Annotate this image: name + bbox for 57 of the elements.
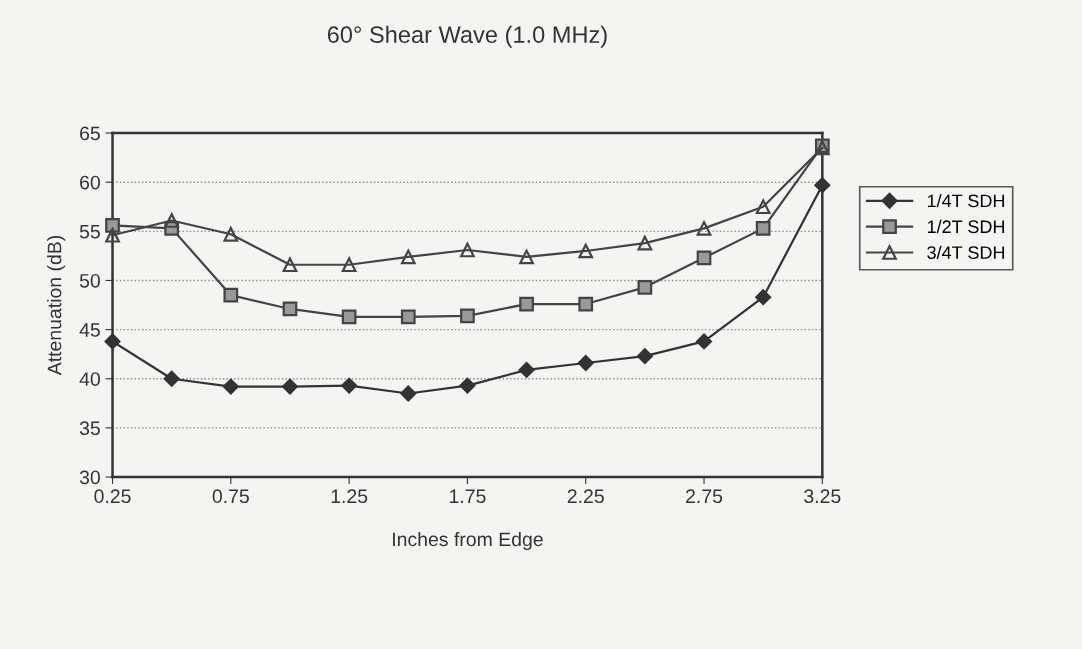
- point: [637, 279, 653, 295]
- legend-label: 1/4T SDH: [927, 194, 1005, 208]
- point: [460, 308, 475, 324]
- point: [223, 287, 239, 303]
- y-axis-title: Attenuation (dB): [47, 235, 66, 376]
- x-tick-label: 2.25: [567, 489, 604, 504]
- point: [459, 377, 476, 394]
- y-tick-label: 50: [79, 273, 100, 288]
- y-tick-label: 30: [79, 470, 100, 485]
- y-tick-label: 40: [79, 372, 100, 386]
- point: [518, 361, 535, 378]
- x-tick-label: 0.25: [94, 489, 131, 504]
- point: [637, 235, 653, 251]
- point: [281, 378, 298, 395]
- point: [755, 289, 772, 306]
- legend-label: 3/4T SDH: [927, 245, 1005, 259]
- y-tick-label: 45: [79, 323, 100, 337]
- point: [814, 177, 831, 194]
- x-tick-label: 2.75: [686, 489, 723, 504]
- point: [460, 242, 475, 258]
- y-tick-label: 60: [80, 175, 100, 190]
- point: [223, 226, 239, 242]
- point: [105, 227, 120, 243]
- point: [696, 333, 713, 350]
- point: [400, 385, 417, 402]
- point: [577, 355, 594, 371]
- point: [755, 221, 771, 236]
- point: [163, 370, 180, 387]
- point: [341, 257, 357, 273]
- x-tick-label: 1.75: [449, 489, 486, 504]
- point: [341, 377, 358, 394]
- chart-title: 60° Shear Wave (1.0 MHz): [327, 25, 607, 48]
- y-tick-label: 65: [80, 126, 100, 141]
- y-tick-label: 35: [79, 421, 100, 436]
- point: [400, 249, 416, 265]
- point: [222, 378, 239, 395]
- x-tick-label: 1.25: [331, 489, 368, 504]
- point: [696, 221, 712, 236]
- point: [341, 309, 357, 325]
- legend-label: 1/2T SDH: [927, 219, 1005, 234]
- point: [636, 348, 653, 365]
- point: [104, 333, 121, 350]
- point: [755, 199, 771, 215]
- x-axis-title: Inches from Edge: [393, 531, 543, 551]
- point: [164, 213, 180, 228]
- point: [282, 301, 298, 317]
- point: [519, 296, 534, 312]
- point: [400, 309, 416, 325]
- x-tick-label: 0.75: [212, 489, 249, 504]
- point: [282, 257, 298, 273]
- point: [105, 218, 120, 233]
- point: [696, 250, 712, 266]
- y-tick-label: 55: [79, 224, 100, 239]
- point: [578, 296, 594, 312]
- point: [578, 243, 594, 259]
- point: [519, 249, 534, 265]
- x-tick-label: 3.25: [804, 489, 841, 504]
